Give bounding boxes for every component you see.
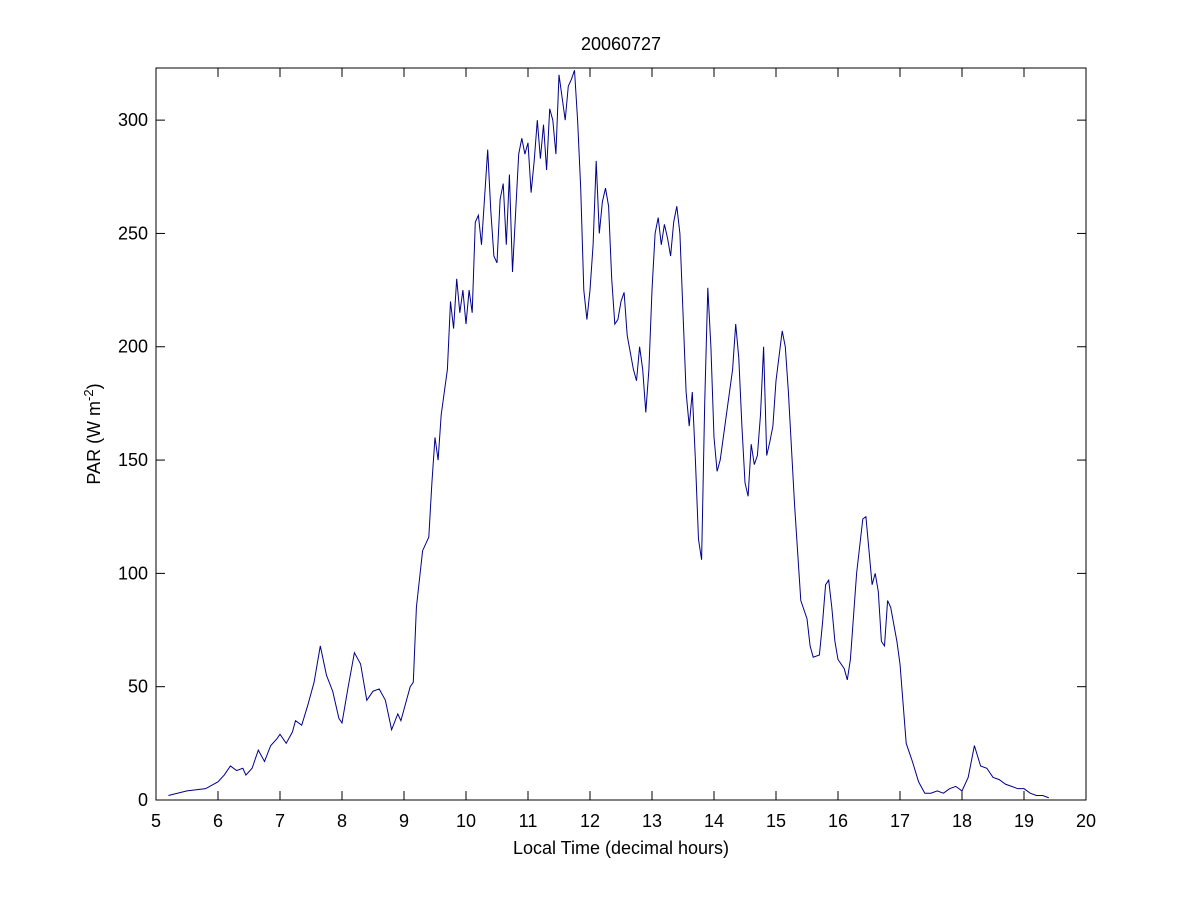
x-tick-label: 19 bbox=[1014, 811, 1034, 831]
x-tick-label: 13 bbox=[642, 811, 662, 831]
y-tick-label: 150 bbox=[118, 450, 148, 470]
x-axis-label: Local Time (decimal hours) bbox=[513, 838, 729, 858]
y-label-suffix: ) bbox=[84, 383, 104, 389]
chart-title: 20060727 bbox=[581, 34, 661, 54]
y-axis-label: PAR (W m-2) bbox=[81, 383, 104, 484]
y-tick-label: 250 bbox=[118, 223, 148, 243]
x-tick-label: 7 bbox=[275, 811, 285, 831]
x-tick-label: 18 bbox=[952, 811, 972, 831]
x-tick-label: 12 bbox=[580, 811, 600, 831]
x-tick-label: 8 bbox=[337, 811, 347, 831]
y-tick-label: 50 bbox=[128, 677, 148, 697]
axes-box bbox=[155, 67, 1087, 801]
x-tick-label: 15 bbox=[766, 811, 786, 831]
x-tick-label: 9 bbox=[399, 811, 409, 831]
y-tick-label: 200 bbox=[118, 337, 148, 357]
data-line bbox=[168, 70, 1049, 799]
y-tick-label: 300 bbox=[118, 110, 148, 130]
x-tick-label: 6 bbox=[213, 811, 223, 831]
x-tick-label: 14 bbox=[704, 811, 724, 831]
x-tick-label: 17 bbox=[890, 811, 910, 831]
y-tick-label: 0 bbox=[138, 790, 148, 810]
x-tick-label: 20 bbox=[1076, 811, 1096, 831]
x-tick-label: 11 bbox=[519, 811, 538, 831]
y-tick-label: 100 bbox=[118, 563, 148, 583]
x-tick-label: 16 bbox=[828, 811, 848, 831]
y-label-text: PAR (W m bbox=[84, 401, 104, 485]
x-tick-label: 5 bbox=[151, 811, 161, 831]
x-tick-label: 10 bbox=[456, 811, 476, 831]
y-label-superscript: -2 bbox=[81, 389, 96, 401]
